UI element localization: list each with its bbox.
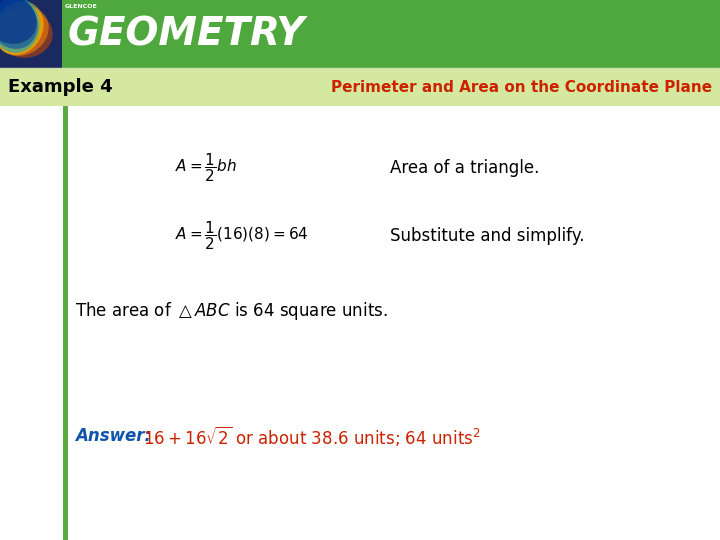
Text: Example 4: Example 4 bbox=[8, 78, 112, 96]
Text: GEOMETRY: GEOMETRY bbox=[68, 15, 305, 53]
Ellipse shape bbox=[0, 1, 44, 55]
Ellipse shape bbox=[0, 0, 40, 53]
Text: Area of a triangle.: Area of a triangle. bbox=[390, 159, 539, 177]
Ellipse shape bbox=[0, 10, 53, 58]
Text: Perimeter and Area on the Coordinate Plane: Perimeter and Area on the Coordinate Pla… bbox=[331, 79, 712, 94]
Ellipse shape bbox=[0, 0, 37, 44]
Text: GLENCOE: GLENCOE bbox=[65, 4, 98, 9]
Text: $A = \dfrac{1}{2}(16)(8) = 64$: $A = \dfrac{1}{2}(16)(8) = 64$ bbox=[175, 220, 309, 252]
FancyBboxPatch shape bbox=[0, 68, 720, 106]
Text: Substitute and simplify.: Substitute and simplify. bbox=[390, 227, 585, 245]
FancyBboxPatch shape bbox=[0, 0, 62, 68]
FancyBboxPatch shape bbox=[63, 106, 68, 540]
Text: Answer:: Answer: bbox=[75, 427, 151, 445]
Text: $16 + 16\sqrt{2}$ or about 38.6 units; 64 units$^2$: $16 + 16\sqrt{2}$ or about 38.6 units; 6… bbox=[143, 424, 481, 448]
Ellipse shape bbox=[0, 0, 37, 49]
FancyBboxPatch shape bbox=[0, 0, 720, 68]
Text: $A = \dfrac{1}{2}bh$: $A = \dfrac{1}{2}bh$ bbox=[175, 152, 237, 184]
Ellipse shape bbox=[0, 6, 49, 56]
Text: The area of $\triangle ABC$ is 64 square units.: The area of $\triangle ABC$ is 64 square… bbox=[75, 300, 388, 322]
